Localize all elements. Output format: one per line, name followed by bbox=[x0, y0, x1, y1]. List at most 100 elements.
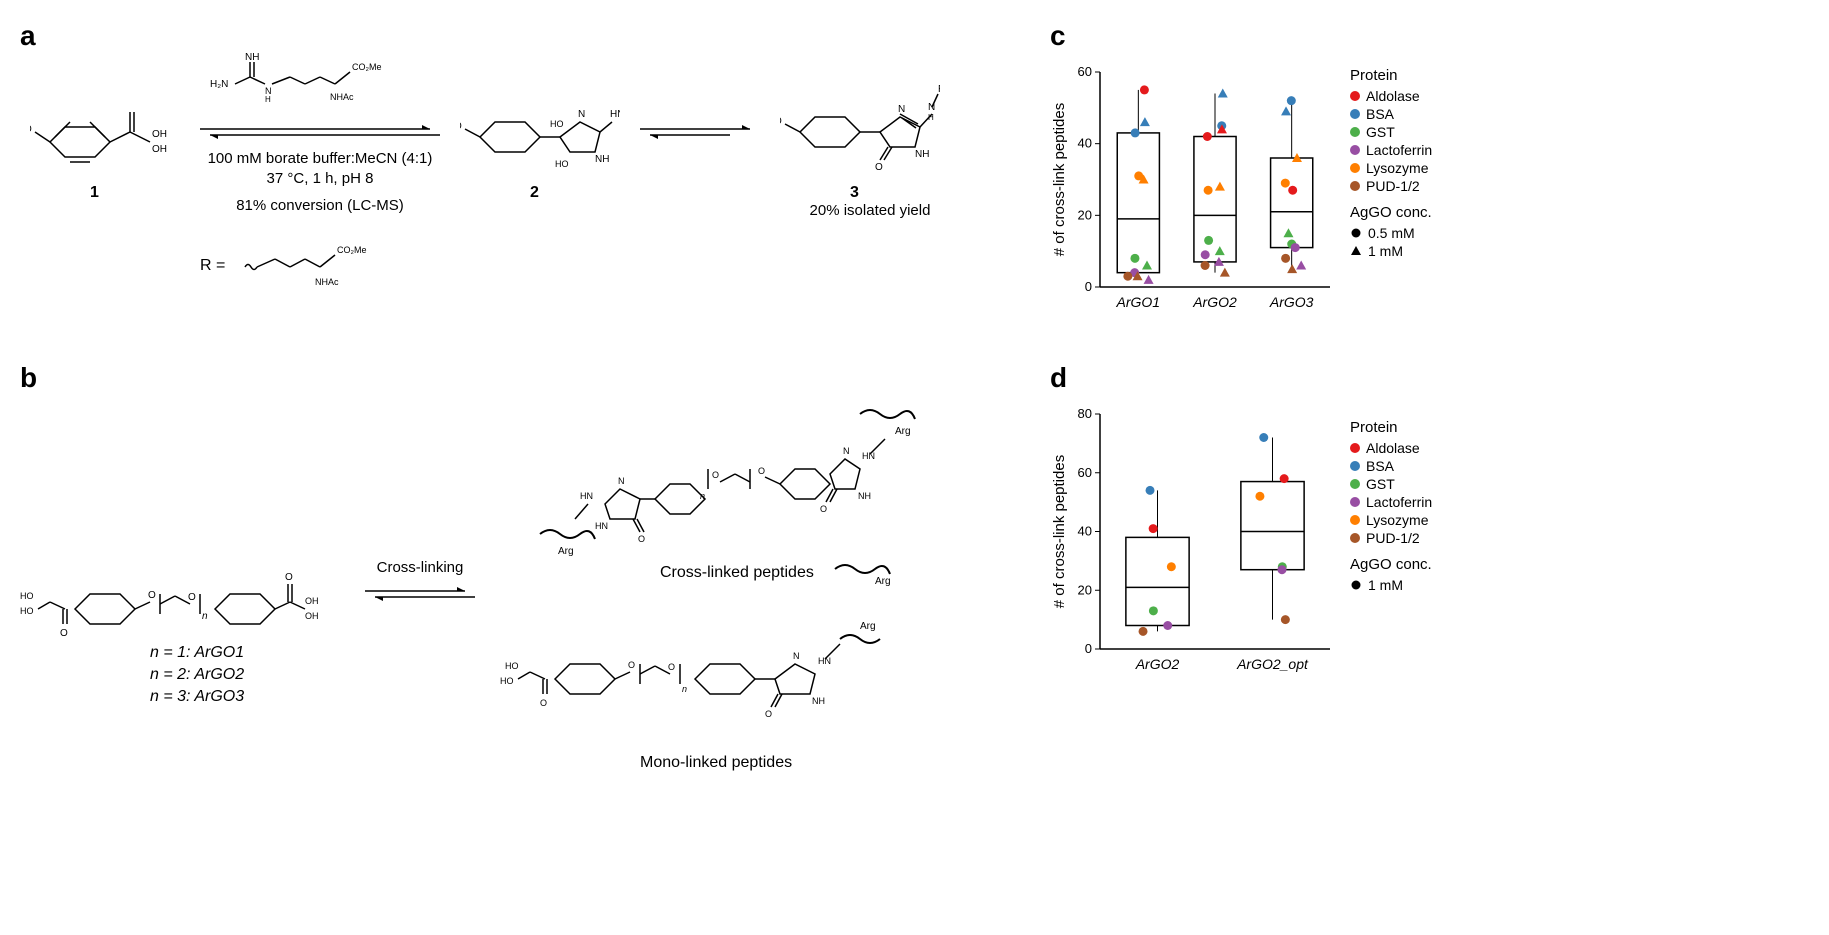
svg-text:HO: HO bbox=[555, 159, 569, 169]
svg-text:NH: NH bbox=[858, 491, 871, 501]
legend-conc-row: 0.5 mM bbox=[1350, 225, 1432, 241]
svg-text:N: N bbox=[618, 476, 625, 486]
panel-a: a OH OH O 1 H₂N NH N bbox=[20, 20, 1020, 342]
svg-text:N: N bbox=[578, 109, 585, 120]
legend-conc-row: 1 mM bbox=[1350, 243, 1432, 259]
legend-d-protein-title: Protein bbox=[1350, 419, 1432, 436]
svg-text:O: O bbox=[668, 662, 675, 672]
svg-text:O: O bbox=[875, 162, 883, 173]
svg-text:Arg: Arg bbox=[895, 426, 911, 437]
svg-text:R: R bbox=[938, 84, 940, 95]
svg-text:O: O bbox=[460, 121, 462, 132]
svg-text:O: O bbox=[638, 534, 645, 544]
svg-text:ArGO3: ArGO3 bbox=[1269, 294, 1314, 310]
panel-d-label: d bbox=[1050, 362, 1470, 394]
svg-text:# of cross-link peptides: # of cross-link peptides bbox=[1051, 455, 1068, 608]
svg-text:40: 40 bbox=[1078, 136, 1092, 151]
crosslinked-label: Cross-linked peptides bbox=[660, 564, 814, 582]
eq-arrow-1 bbox=[190, 117, 450, 147]
legend-protein-row: GST bbox=[1350, 124, 1432, 140]
svg-text:20: 20 bbox=[1078, 582, 1092, 597]
svg-text:NHAc: NHAc bbox=[315, 277, 339, 287]
cond-line-1: 100 mM borate buffer:MeCN (4:1) bbox=[205, 150, 435, 167]
svg-text:# of cross-link peptides: # of cross-link peptides bbox=[1051, 103, 1068, 256]
svg-text:O: O bbox=[765, 709, 772, 719]
n1-label: n = 1: ArGO1 bbox=[150, 644, 244, 661]
svg-text:n: n bbox=[682, 684, 687, 694]
legend-conc-row: 1 mM bbox=[1350, 577, 1432, 593]
svg-text:60: 60 bbox=[1078, 465, 1092, 480]
svg-text:ArGO2: ArGO2 bbox=[1135, 656, 1180, 672]
n2-label: n = 2: ArGO2 bbox=[150, 666, 244, 683]
svg-text:N: N bbox=[843, 446, 850, 456]
svg-text:O: O bbox=[60, 628, 68, 639]
svg-text:O: O bbox=[148, 590, 156, 601]
legend-protein-row: Lysozyme bbox=[1350, 160, 1432, 176]
scheme-a: OH OH O 1 H₂N NH N H CO₂Me NHAc bbox=[20, 62, 1020, 342]
svg-text:O: O bbox=[758, 466, 765, 476]
legend-protein-row: Lactoferrin bbox=[1350, 142, 1432, 158]
compound-1: OH OH O bbox=[30, 82, 170, 182]
monolinked-label: Mono-linked peptides bbox=[640, 754, 792, 772]
legend-protein-row: Aldolase bbox=[1350, 440, 1432, 456]
svg-text:O: O bbox=[30, 124, 32, 135]
scheme-b: HO HO O O O n O OH bbox=[20, 404, 1020, 804]
legend-protein-row: PUD-1/2 bbox=[1350, 530, 1432, 546]
svg-text:HO: HO bbox=[20, 591, 34, 601]
figure: a OH OH O 1 H₂N NH N bbox=[20, 20, 1809, 804]
svg-text:0: 0 bbox=[1085, 279, 1092, 294]
panel-b-label: b bbox=[20, 362, 1020, 394]
cond-line-2: 37 °C, 1 h, pH 8 bbox=[205, 170, 435, 187]
svg-text:O: O bbox=[285, 572, 293, 583]
svg-text:O: O bbox=[540, 698, 547, 708]
compound-2: O N NH HO HO HN R bbox=[460, 67, 620, 187]
svg-text:NH: NH bbox=[812, 696, 825, 706]
legend-protein-row: Lysozyme bbox=[1350, 512, 1432, 528]
peptide-squiggle-right: Arg bbox=[830, 549, 900, 589]
legend-c: Protein AldolaseBSAGSTLactoferrinLysozym… bbox=[1350, 67, 1432, 261]
compound-1-label: 1 bbox=[90, 184, 99, 202]
svg-text:NH: NH bbox=[595, 154, 609, 165]
svg-text:O: O bbox=[712, 470, 719, 480]
svg-text:NH: NH bbox=[915, 149, 929, 160]
svg-text:Arg: Arg bbox=[860, 621, 876, 632]
svg-text:HO: HO bbox=[20, 606, 34, 616]
legend-d: Protein AldolaseBSAGSTLactoferrinLysozym… bbox=[1350, 419, 1432, 595]
svg-text:HN: HN bbox=[580, 491, 593, 501]
conversion-text: 81% conversion (LC-MS) bbox=[205, 197, 435, 214]
svg-text:ArGO2_opt: ArGO2_opt bbox=[1236, 656, 1309, 672]
legend-protein-row: Aldolase bbox=[1350, 88, 1432, 104]
panel-c: c 0204060# of cross-link peptidesArGO1Ar… bbox=[1050, 20, 1470, 342]
svg-text:OH: OH bbox=[152, 144, 167, 155]
svg-text:H₂N: H₂N bbox=[210, 79, 228, 90]
svg-text:HO: HO bbox=[505, 661, 519, 671]
svg-text:H: H bbox=[265, 95, 271, 102]
r-group-structure: CO₂Me NHAc bbox=[240, 237, 400, 297]
compound-3-label: 3 bbox=[850, 184, 859, 202]
compound-2-label: 2 bbox=[530, 184, 539, 202]
svg-text:N: N bbox=[793, 651, 800, 661]
compound-3: O N NH O N H R bbox=[780, 62, 940, 182]
svg-text:CO₂Me: CO₂Me bbox=[352, 62, 382, 72]
legend-c-protein-title: Protein bbox=[1350, 67, 1432, 84]
arg-reagent: H₂N NH N H CO₂Me NHAc bbox=[210, 52, 440, 102]
legend-d-conc-title: AgGO conc. bbox=[1350, 556, 1432, 573]
svg-text:20: 20 bbox=[1078, 207, 1092, 222]
svg-text:HN: HN bbox=[818, 656, 831, 666]
crosslink-label: Cross-linking bbox=[365, 559, 475, 576]
svg-text:H: H bbox=[928, 113, 934, 122]
svg-text:CO₂Me: CO₂Me bbox=[337, 245, 367, 255]
svg-text:OH: OH bbox=[152, 129, 167, 140]
legend-protein-row: BSA bbox=[1350, 458, 1432, 474]
svg-text:80: 80 bbox=[1078, 406, 1092, 421]
svg-text:OH: OH bbox=[305, 596, 319, 606]
eq-arrow-2 bbox=[630, 117, 770, 147]
svg-text:O: O bbox=[780, 116, 782, 127]
panel-a-label: a bbox=[20, 20, 1020, 52]
legend-protein-row: Lactoferrin bbox=[1350, 494, 1432, 510]
panel-b: b HO HO O O O n O bbox=[20, 362, 1020, 804]
svg-text:ArGO1: ArGO1 bbox=[1116, 294, 1161, 310]
svg-text:OH: OH bbox=[305, 611, 319, 621]
argo-linker: HO HO O O O n O OH bbox=[20, 524, 350, 644]
monolink-product: HO HO O O O n N NH bbox=[500, 614, 930, 764]
